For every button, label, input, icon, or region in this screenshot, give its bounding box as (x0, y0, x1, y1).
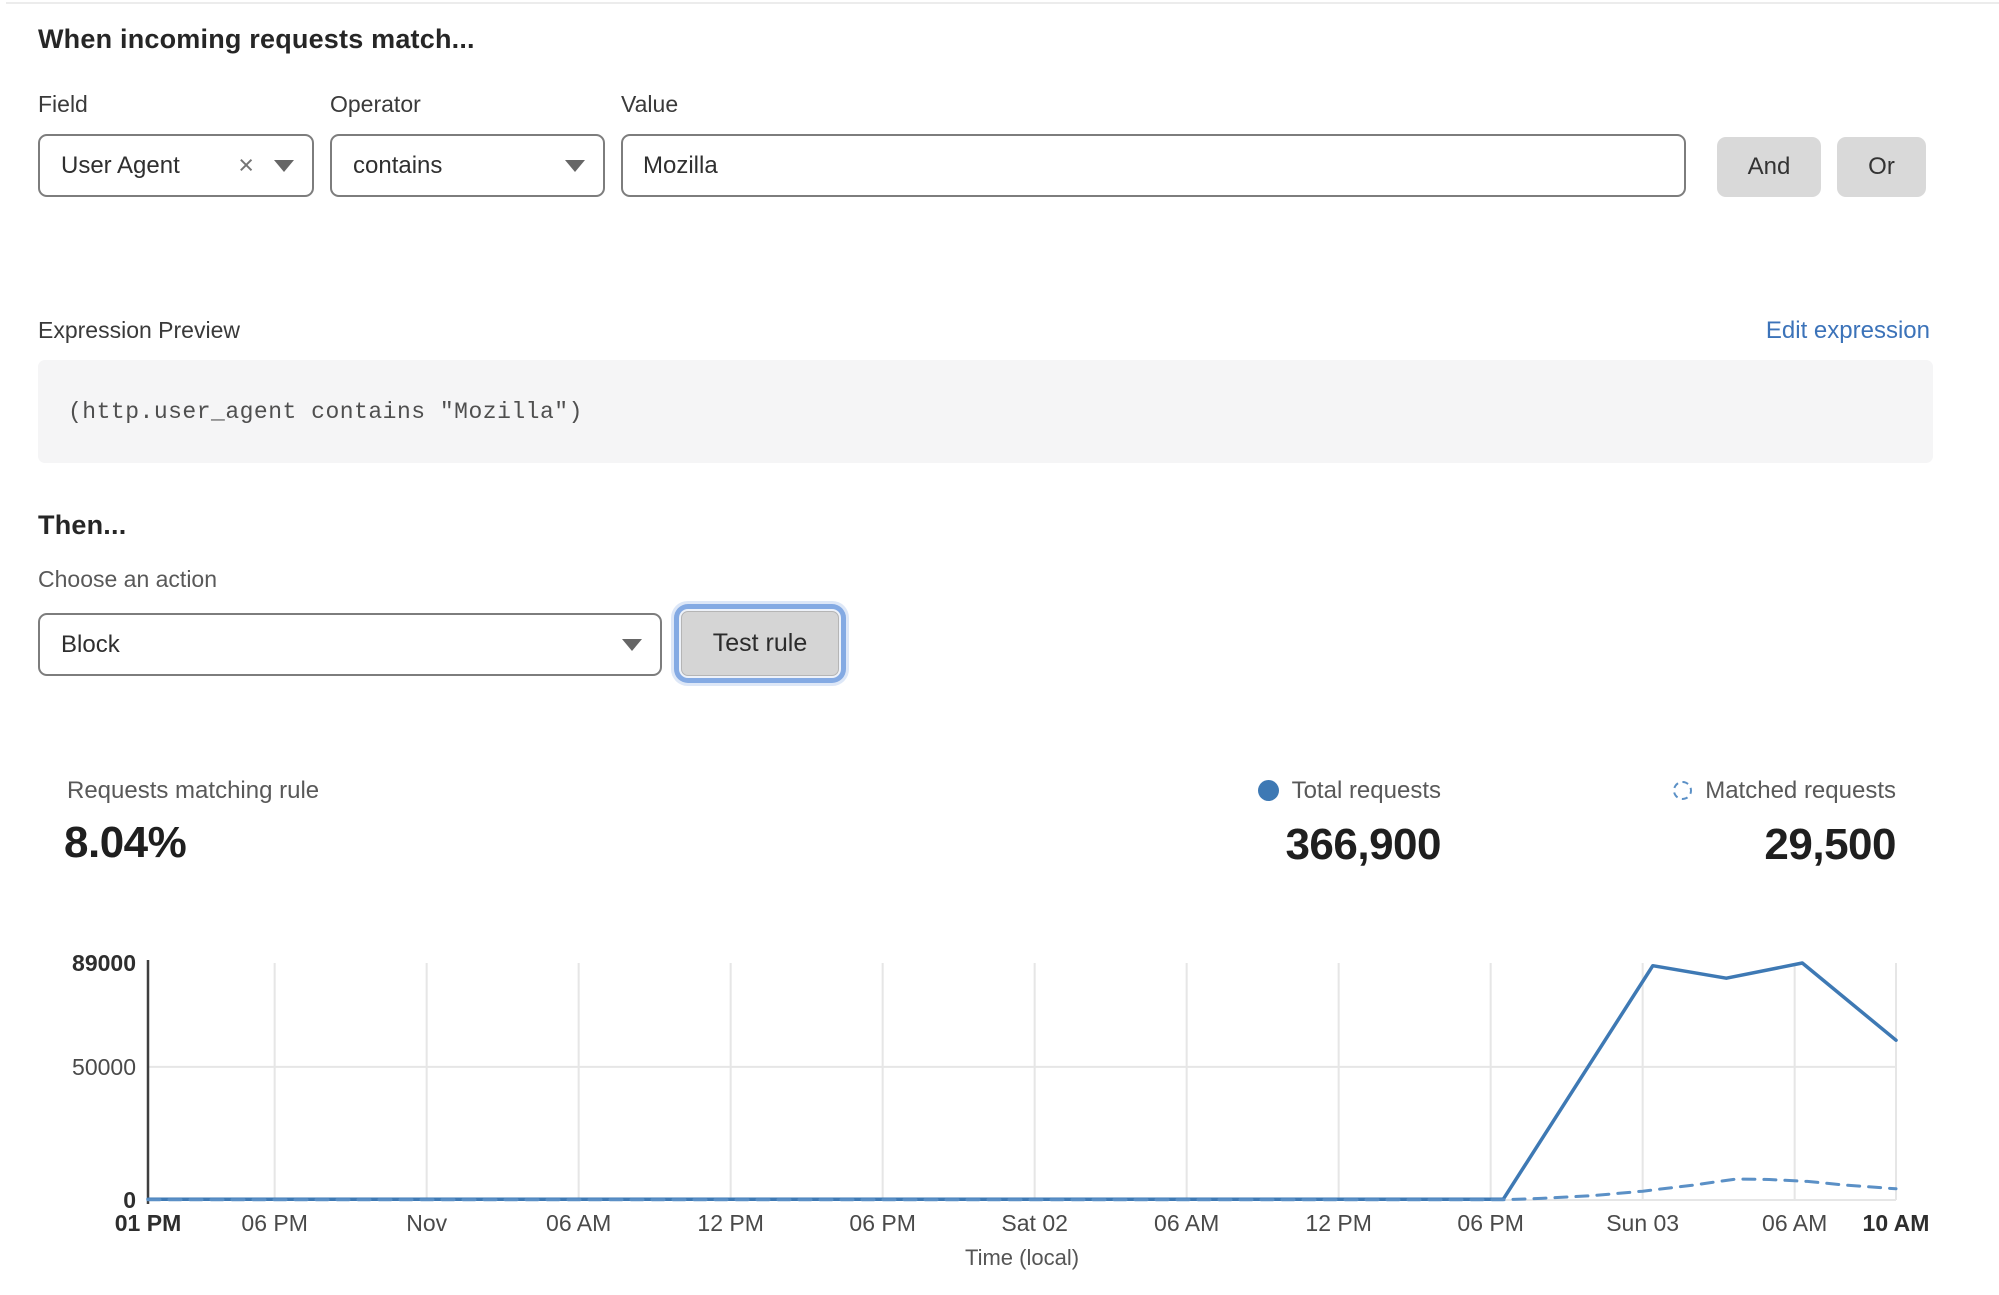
y-tick-label: 50000 (72, 1054, 136, 1080)
x-tick-label: 12 PM (697, 1210, 763, 1236)
field-select-value: User Agent (61, 151, 180, 179)
x-tick-label: Sat 02 (1001, 1210, 1068, 1236)
expression-code: (http.user_agent contains "Mozilla") (68, 398, 583, 425)
traffic-chart: 0 50000 89000 01 PM 06 PM Nov 06 AM 12 PM 06 PM S… (72, 950, 1930, 1270)
edit-expression-link[interactable]: Edit expression (1765, 317, 1930, 344)
x-tick-label: 10 AM (1863, 1210, 1930, 1236)
clear-x-icon[interactable]: × (238, 150, 254, 180)
x-tick-label: 01 PM (115, 1210, 181, 1236)
series-line-total (146, 961, 1898, 1201)
x-tick-label: 06 PM (241, 1210, 307, 1236)
expression-preview-label: Expression Preview (38, 317, 240, 343)
matched-requests-label: Matched requests (1705, 776, 1896, 804)
total-requests-stat: Total requests 366,900 (1021, 776, 1442, 870)
x-tick-label: 06 AM (546, 1210, 611, 1236)
matched-requests-stat: Matched requests 29,500 (1476, 776, 1897, 870)
then-title: Then... (38, 510, 127, 540)
series-line-matched (146, 1177, 1898, 1202)
card-top-border (6, 2, 1999, 4)
x-tick-label: 06 AM (1762, 1210, 1827, 1236)
field-select[interactable]: User Agent × (38, 134, 314, 197)
operator-label: Operator (330, 91, 421, 117)
operator-select[interactable]: contains (330, 134, 605, 197)
chevron-down-icon (622, 638, 642, 651)
total-requests-value: 366,900 (1285, 820, 1441, 869)
total-requests-dot-icon (1257, 780, 1279, 801)
operator-select-value: contains (353, 151, 443, 179)
expression-code-box: (http.user_agent contains "Mozilla") (38, 360, 1933, 463)
choose-action-label: Choose an action (38, 566, 218, 592)
x-tick-label: 06 AM (1154, 1210, 1219, 1236)
matched-requests-value: 29,500 (1764, 820, 1896, 869)
or-button[interactable]: Or (1837, 137, 1926, 197)
matched-requests-dashed-circle-icon (1673, 781, 1693, 800)
test-rule-button[interactable]: Test rule (681, 611, 839, 676)
requests-matching-value: 8.04% (64, 818, 187, 867)
chevron-down-icon (565, 159, 585, 172)
requests-matching-label: Requests matching rule (67, 777, 320, 804)
x-axis-title: Time (local) (965, 1245, 1079, 1270)
x-tick-label: 06 PM (1457, 1210, 1523, 1236)
x-tick-label: Nov (406, 1210, 447, 1236)
page-title: When incoming requests match... (38, 24, 475, 54)
and-button[interactable]: And (1717, 137, 1821, 197)
value-input[interactable] (621, 134, 1686, 197)
y-tick-label: 0 (123, 1187, 136, 1213)
y-tick-label: 89000 (72, 950, 136, 976)
x-tick-label: 12 PM (1305, 1210, 1371, 1236)
field-label: Field (38, 91, 88, 117)
total-requests-label: Total requests (1291, 776, 1441, 804)
value-label: Value (621, 91, 679, 117)
action-select[interactable]: Block (38, 613, 662, 676)
action-select-value: Block (61, 630, 120, 658)
x-tick-label: 06 PM (849, 1210, 915, 1236)
x-tick-label: Sun 03 (1606, 1210, 1679, 1236)
chevron-down-icon (274, 159, 294, 172)
